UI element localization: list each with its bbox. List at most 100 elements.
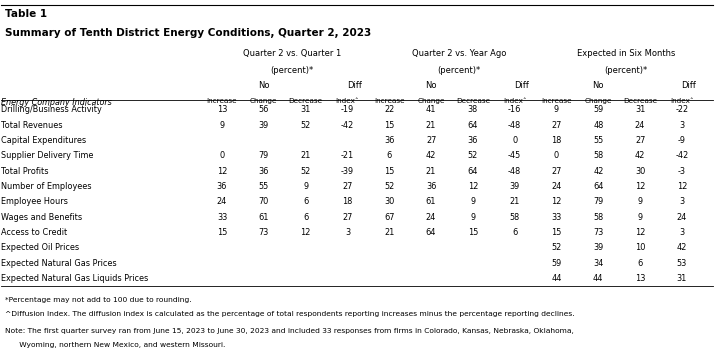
- Text: 39: 39: [510, 182, 520, 191]
- Text: ^Diffusion Index. The diffusion index is calculated as the percentage of total r: ^Diffusion Index. The diffusion index is…: [5, 311, 575, 317]
- Text: Indexˆ: Indexˆ: [503, 98, 526, 104]
- Text: 67: 67: [384, 213, 394, 222]
- Text: 15: 15: [551, 228, 562, 237]
- Text: 52: 52: [468, 151, 478, 160]
- Text: 21: 21: [426, 166, 436, 176]
- Text: 3: 3: [345, 228, 350, 237]
- Text: 52: 52: [384, 182, 394, 191]
- Text: Indexˆ: Indexˆ: [336, 98, 359, 104]
- Text: Drilling/Business Activity: Drilling/Business Activity: [1, 105, 102, 114]
- Text: -16: -16: [508, 105, 521, 114]
- Text: 38: 38: [468, 105, 478, 114]
- Text: Supplier Delivery Time: Supplier Delivery Time: [1, 151, 94, 160]
- Text: 24: 24: [635, 120, 645, 129]
- Text: 9: 9: [471, 197, 476, 206]
- Text: Energy Company Indicators: Energy Company Indicators: [1, 98, 112, 106]
- Text: (percent)*: (percent)*: [270, 66, 313, 75]
- Text: 42: 42: [676, 244, 687, 252]
- Text: *Percentage may not add to 100 due to rounding.: *Percentage may not add to 100 due to ro…: [5, 297, 191, 303]
- Text: 0: 0: [512, 136, 517, 145]
- Text: Expected Oil Prices: Expected Oil Prices: [1, 244, 80, 252]
- Text: Decrease: Decrease: [289, 98, 323, 104]
- Text: 79: 79: [259, 151, 269, 160]
- Text: 61: 61: [259, 213, 269, 222]
- Text: 36: 36: [468, 136, 478, 145]
- Text: No: No: [258, 81, 270, 90]
- Text: 6: 6: [512, 228, 518, 237]
- Text: 73: 73: [259, 228, 269, 237]
- Text: -48: -48: [508, 120, 521, 129]
- Text: 27: 27: [551, 166, 562, 176]
- Text: -45: -45: [508, 151, 521, 160]
- Text: Total Profits: Total Profits: [1, 166, 49, 176]
- Text: 27: 27: [426, 136, 436, 145]
- Text: 58: 58: [510, 213, 520, 222]
- Text: 53: 53: [677, 259, 687, 268]
- Text: 33: 33: [217, 213, 227, 222]
- Text: 41: 41: [426, 105, 436, 114]
- Text: 52: 52: [551, 244, 562, 252]
- Text: Expected Natural Gas Prices: Expected Natural Gas Prices: [1, 259, 117, 268]
- Text: 15: 15: [468, 228, 478, 237]
- Text: -19: -19: [341, 105, 354, 114]
- Text: 36: 36: [217, 182, 227, 191]
- Text: 6: 6: [303, 213, 308, 222]
- Text: 12: 12: [551, 197, 562, 206]
- Text: 55: 55: [259, 182, 269, 191]
- Text: 36: 36: [426, 182, 436, 191]
- Text: 44: 44: [593, 274, 603, 283]
- Text: 56: 56: [259, 105, 269, 114]
- Text: 61: 61: [426, 197, 436, 206]
- Text: -22: -22: [676, 105, 689, 114]
- Text: 59: 59: [593, 105, 603, 114]
- Text: 39: 39: [259, 120, 269, 129]
- Text: Increase: Increase: [541, 98, 572, 104]
- Text: 31: 31: [676, 274, 687, 283]
- Text: 52: 52: [300, 166, 311, 176]
- Text: Total Revenues: Total Revenues: [1, 120, 63, 129]
- Text: 30: 30: [635, 166, 645, 176]
- Text: 21: 21: [510, 197, 520, 206]
- Text: 9: 9: [220, 120, 225, 129]
- Text: -39: -39: [341, 166, 354, 176]
- Text: 15: 15: [217, 228, 227, 237]
- Text: Diff: Diff: [347, 81, 362, 90]
- Text: 6: 6: [637, 259, 643, 268]
- Text: 64: 64: [468, 166, 478, 176]
- Text: 31: 31: [635, 105, 645, 114]
- Text: 79: 79: [593, 197, 603, 206]
- Text: 42: 42: [593, 166, 603, 176]
- Text: 39: 39: [593, 244, 603, 252]
- Text: 64: 64: [593, 182, 603, 191]
- Text: 12: 12: [468, 182, 478, 191]
- Text: 3: 3: [679, 120, 684, 129]
- Text: Employee Hours: Employee Hours: [1, 197, 68, 206]
- Text: 42: 42: [635, 151, 645, 160]
- Text: 15: 15: [384, 166, 394, 176]
- Text: Note: The first quarter survey ran from June 15, 2023 to June 30, 2023 and inclu: Note: The first quarter survey ran from …: [5, 328, 573, 334]
- Text: 10: 10: [635, 244, 645, 252]
- Text: -48: -48: [508, 166, 521, 176]
- Text: 55: 55: [593, 136, 603, 145]
- Text: 0: 0: [554, 151, 559, 160]
- Text: 13: 13: [217, 105, 227, 114]
- Text: 42: 42: [426, 151, 436, 160]
- Text: 22: 22: [384, 105, 394, 114]
- Text: 3: 3: [679, 197, 684, 206]
- Text: Capital Expenditures: Capital Expenditures: [1, 136, 86, 145]
- Text: -42: -42: [675, 151, 689, 160]
- Text: 27: 27: [551, 120, 562, 129]
- Text: Quarter 2 vs. Year Ago: Quarter 2 vs. Year Ago: [412, 49, 506, 58]
- Text: Decrease: Decrease: [456, 98, 490, 104]
- Text: Diff: Diff: [682, 81, 697, 90]
- Text: Wyoming, northern New Mexico, and western Missouri.: Wyoming, northern New Mexico, and wester…: [5, 342, 225, 348]
- Text: 24: 24: [217, 197, 227, 206]
- Text: 24: 24: [426, 213, 436, 222]
- Text: Diff: Diff: [514, 81, 529, 90]
- Text: No: No: [426, 81, 436, 90]
- Text: -42: -42: [341, 120, 354, 129]
- Text: 64: 64: [426, 228, 436, 237]
- Text: 12: 12: [217, 166, 227, 176]
- Text: Expected Natural Gas Liquids Prices: Expected Natural Gas Liquids Prices: [1, 274, 149, 283]
- Text: 9: 9: [637, 213, 642, 222]
